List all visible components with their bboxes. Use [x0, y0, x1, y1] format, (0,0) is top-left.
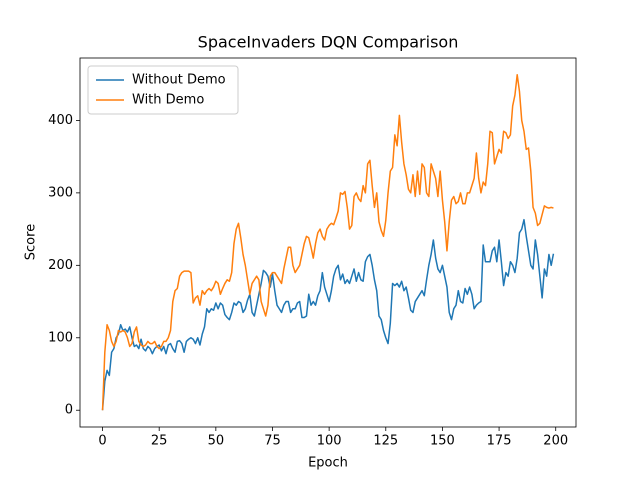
x-axis-label: Epoch — [308, 456, 348, 471]
x-tick-label: 75 — [264, 434, 281, 449]
data-line — [101, 74, 554, 411]
y-tick-label: 400 — [48, 113, 73, 128]
legend-box — [87, 65, 239, 115]
axes-frame — [79, 57, 577, 428]
x-tick-label: 0 — [98, 434, 106, 449]
x-tick-label: 175 — [487, 434, 512, 449]
y-tick-label: 0 — [65, 403, 73, 418]
x-tick-label: 25 — [151, 434, 168, 449]
x-tick-label: 100 — [317, 434, 342, 449]
y-tick-label: 200 — [48, 258, 73, 273]
legend-label: Without Demo — [132, 73, 226, 88]
chart-title: SpaceInvaders DQN Comparison — [198, 33, 459, 52]
x-tick-label: 125 — [373, 434, 398, 449]
y-tick-label: 300 — [48, 185, 73, 200]
x-tick-label: 150 — [430, 434, 455, 449]
legend-label: With Demo — [132, 93, 204, 108]
y-tick-label: 100 — [48, 330, 73, 345]
x-tick-label: 50 — [208, 434, 225, 449]
x-tick-label: 200 — [543, 434, 568, 449]
data-line — [101, 218, 555, 411]
plot-area — [101, 74, 555, 411]
y-axis-label: Score — [24, 224, 39, 260]
